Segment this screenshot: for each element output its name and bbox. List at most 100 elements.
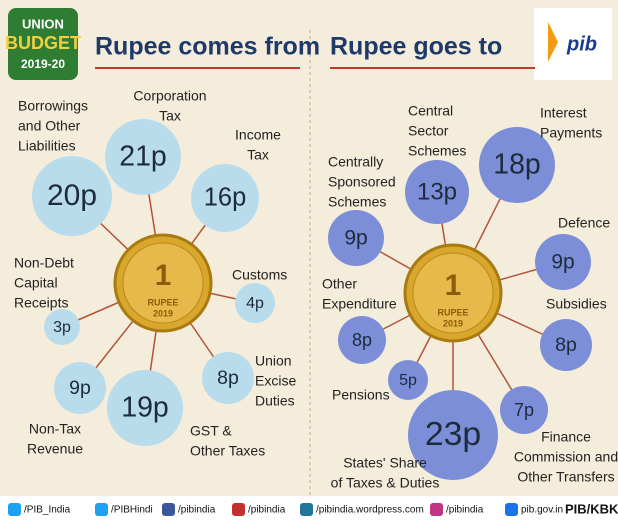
- coin-year: 2019: [443, 318, 463, 328]
- item-label: Revenue: [27, 441, 83, 457]
- content: Rupee comes from 20p Borrowings and Other Li…: [8, 33, 618, 516]
- item-label: Union: [255, 353, 292, 369]
- bubble: [328, 210, 384, 266]
- item-label: Central: [408, 103, 453, 119]
- bubble: [105, 119, 181, 195]
- social-icon: [162, 503, 175, 516]
- social-icon: [8, 503, 21, 516]
- item-label: Borrowings: [18, 98, 88, 114]
- bubble: [32, 156, 112, 236]
- bubble-value: 9p: [69, 377, 91, 399]
- bubble: [535, 234, 591, 290]
- footer-link: /PIB_India: [24, 505, 71, 516]
- item-label: Schemes: [328, 194, 386, 210]
- bubble: [44, 309, 80, 345]
- item-label: Other: [322, 276, 357, 292]
- item-label: Other Taxes: [190, 443, 265, 459]
- item-label: Duties: [255, 393, 295, 409]
- bubble-value: 7p: [514, 400, 534, 420]
- logo-text: UNION: [22, 16, 64, 31]
- bubble-value: 3p: [53, 319, 71, 336]
- coin-numeral: 1: [445, 269, 462, 302]
- bubble-value: 8p: [217, 367, 239, 389]
- item-label: Commission and: [514, 449, 618, 465]
- item-label: Payments: [540, 125, 602, 141]
- bubble-value: 18p: [493, 149, 541, 181]
- item-label: of Taxes & Duties: [331, 475, 440, 491]
- footer-link: /pibindia.wordpress.com: [316, 505, 424, 516]
- item-label: States' Share: [343, 455, 427, 471]
- bubble: [479, 127, 555, 203]
- footer-brand: PIB/KBK: [565, 501, 618, 516]
- bubble-value: 5p: [399, 372, 417, 389]
- coin-numeral: 1: [155, 259, 172, 292]
- bubble-value: 8p: [555, 334, 577, 356]
- bubble-value: 19p: [121, 392, 169, 424]
- social-icon: [430, 503, 443, 516]
- item-label: Non-Debt: [14, 255, 74, 271]
- social-icon: [300, 503, 313, 516]
- item-label: Customs: [232, 267, 287, 283]
- item-label: and Other: [18, 118, 81, 134]
- bubble: [235, 283, 275, 323]
- item-label: Excise: [255, 373, 296, 389]
- item-label: Tax: [159, 108, 181, 124]
- footer-link: /pibindia: [446, 505, 484, 516]
- item-label: Liabilities: [18, 138, 76, 154]
- item-label: GST &: [190, 423, 232, 439]
- coin-word: RUPEE: [147, 297, 178, 307]
- bubble: [405, 160, 469, 224]
- bubble-value: 8p: [352, 330, 372, 350]
- section-title: Rupee comes from: [95, 33, 320, 61]
- item-label: Centrally: [328, 154, 383, 170]
- footer-link: /PIBHindi: [111, 505, 153, 516]
- bubble-value: 9p: [551, 251, 574, 274]
- bubble-value: 9p: [344, 227, 367, 250]
- pib-logo-text: pib: [566, 33, 597, 55]
- item-label: Other Transfers: [517, 469, 614, 485]
- item-label: Corporation: [133, 88, 206, 104]
- social-icon: [95, 503, 108, 516]
- item-label: Tax: [247, 147, 269, 163]
- item-label: Defence: [558, 215, 610, 231]
- footer-link: pib.gov.in: [521, 505, 563, 516]
- item-label: Expenditure: [322, 296, 397, 312]
- item-label: Sponsored: [328, 174, 396, 190]
- bubble-value: 21p: [119, 141, 167, 173]
- coin-inner: [412, 252, 494, 334]
- bubble: [107, 370, 183, 446]
- bubble: [202, 352, 254, 404]
- item-label: Income: [235, 127, 281, 143]
- coin-word: RUPEE: [437, 307, 468, 317]
- coin-inner: [122, 242, 204, 324]
- pib-emblem: [548, 22, 558, 62]
- bubble-value: 20p: [47, 179, 97, 212]
- bubble: [500, 386, 548, 434]
- social-icon: [505, 503, 518, 516]
- bubble-value: 16p: [204, 184, 247, 212]
- footer-link: /pibindia: [178, 505, 216, 516]
- bubble: [388, 360, 428, 400]
- item-label: Non-Tax: [29, 421, 81, 437]
- footer-link: /pibindia: [248, 505, 286, 516]
- section-title: Rupee goes to: [330, 33, 502, 61]
- item-label: Capital: [14, 275, 58, 291]
- bubble: [408, 390, 498, 480]
- social-icon: [232, 503, 245, 516]
- bubble-value: 23p: [425, 415, 481, 453]
- bubble: [191, 164, 259, 232]
- bubble: [540, 319, 592, 371]
- bubble: [338, 316, 386, 364]
- coin-year: 2019: [153, 308, 173, 318]
- budget-logo: [8, 8, 78, 80]
- logo-text: 2019-20: [21, 57, 65, 71]
- item-label: Finance: [541, 429, 591, 445]
- bubble-value: 13p: [417, 178, 457, 205]
- item-label: Schemes: [408, 143, 466, 159]
- item-label: Subsidies: [546, 296, 607, 312]
- bubble-value: 4p: [246, 295, 264, 312]
- pib-logo: [534, 8, 612, 80]
- item-label: Sector: [408, 123, 449, 139]
